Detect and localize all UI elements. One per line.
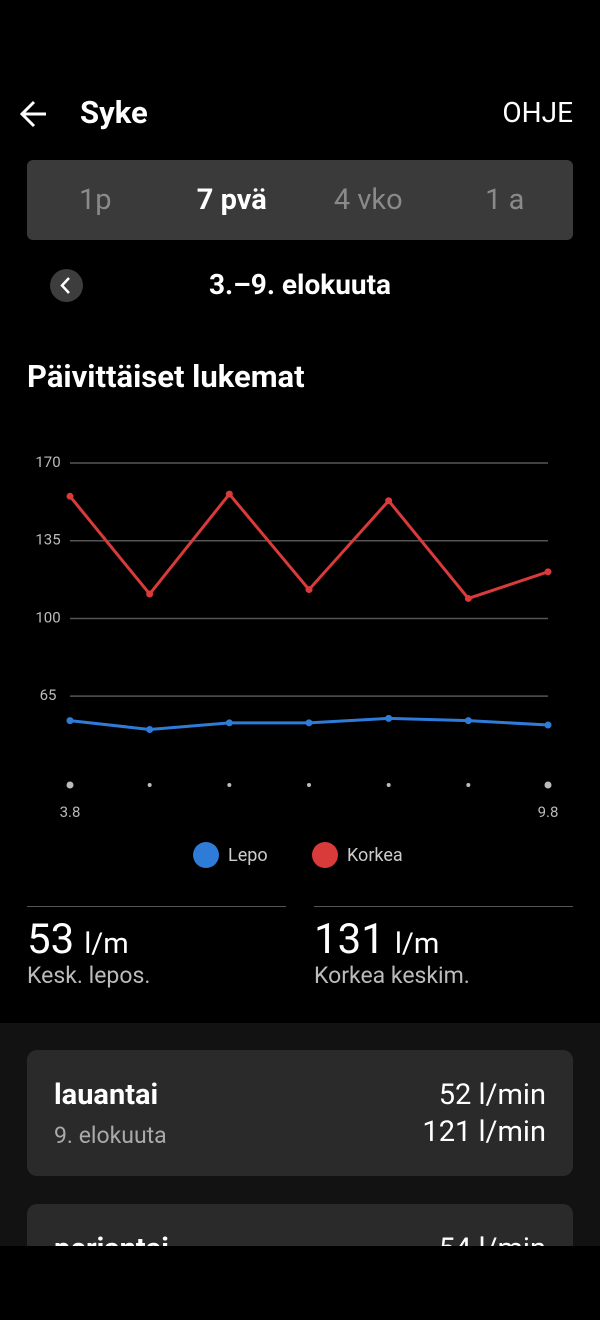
stat-value-row: 131 l/m: [314, 915, 470, 964]
x-tick: [307, 783, 311, 787]
y-tick-label: 170: [35, 453, 60, 471]
y-tick-label: 65: [40, 686, 57, 704]
data-point: [66, 717, 74, 725]
date-range: 3.–9. elokuuta: [208, 268, 392, 301]
tab[interactable]: 1 a: [485, 183, 525, 217]
stat: 131 l/m Korkea keskim.: [314, 915, 470, 989]
day-name: lauantai: [54, 1078, 159, 1112]
stat-label: Kesk. lepos.: [27, 962, 151, 989]
divider: [314, 906, 573, 907]
stat-value: 131: [314, 915, 385, 964]
data-point: [146, 725, 154, 733]
tab[interactable]: 1p: [78, 183, 112, 217]
data-point: [544, 721, 552, 729]
data-point: [66, 492, 74, 500]
legend-swatch: [312, 842, 338, 868]
x-tick: [386, 783, 391, 787]
legend-label: Korkea: [347, 845, 403, 866]
stat-value: 53: [27, 915, 75, 964]
data-point: [225, 490, 233, 498]
day-card[interactable]: lauantai 9. elokuuta 52 l/min 121 l/min: [27, 1050, 573, 1176]
day-value: 121 l/min: [422, 1115, 546, 1149]
data-point: [464, 717, 472, 725]
help-button[interactable]: OHJE: [502, 96, 573, 129]
legend-label: Lepo: [228, 845, 268, 866]
page-title: Syke: [80, 94, 148, 131]
x-tick: [227, 783, 232, 787]
day-value: 52 l/min: [438, 1078, 546, 1112]
chart: 65 100 135 170 3.8 9.8 Lepo Korkea: [35, 453, 559, 868]
stat-label: Korkea keskim.: [314, 962, 470, 989]
y-tick-label: 135: [35, 531, 60, 549]
data-point: [225, 719, 233, 727]
data-point: [544, 568, 552, 576]
stat-unit: l/m: [394, 927, 440, 961]
data-point: [305, 586, 313, 594]
divider: [27, 906, 286, 907]
data-point: [385, 714, 393, 722]
series-line: [68, 491, 549, 601]
data-point: [385, 497, 393, 505]
x-tick-label: 9.8: [538, 803, 559, 821]
legend-swatch: [193, 842, 219, 868]
data-point: [146, 590, 154, 598]
stat: 53 l/m Kesk. lepos.: [27, 915, 150, 989]
day-date: 9. elokuuta: [54, 1122, 167, 1149]
prev-button[interactable]: [50, 269, 83, 302]
tab[interactable]: 4 vko: [333, 183, 403, 217]
data-point: [305, 719, 313, 727]
x-tick: [466, 783, 471, 787]
section-title: Päivittäiset lukemat: [27, 358, 305, 395]
x-tick-label: 3.8: [60, 803, 81, 821]
x-tick: [66, 781, 74, 789]
tab[interactable]: 7 pvä: [196, 183, 267, 217]
x-tick: [544, 781, 552, 789]
y-tick-label: 100: [35, 608, 60, 626]
x-tick: [147, 783, 152, 787]
tab-bar: 1p 7 pvä 4 vko 1 a: [27, 160, 573, 240]
nav-bar: [0, 1246, 600, 1320]
stat-unit: l/m: [84, 927, 129, 961]
data-point: [464, 594, 472, 602]
back-button[interactable]: [18, 98, 50, 130]
stat-value-row: 53 l/m: [27, 915, 150, 964]
